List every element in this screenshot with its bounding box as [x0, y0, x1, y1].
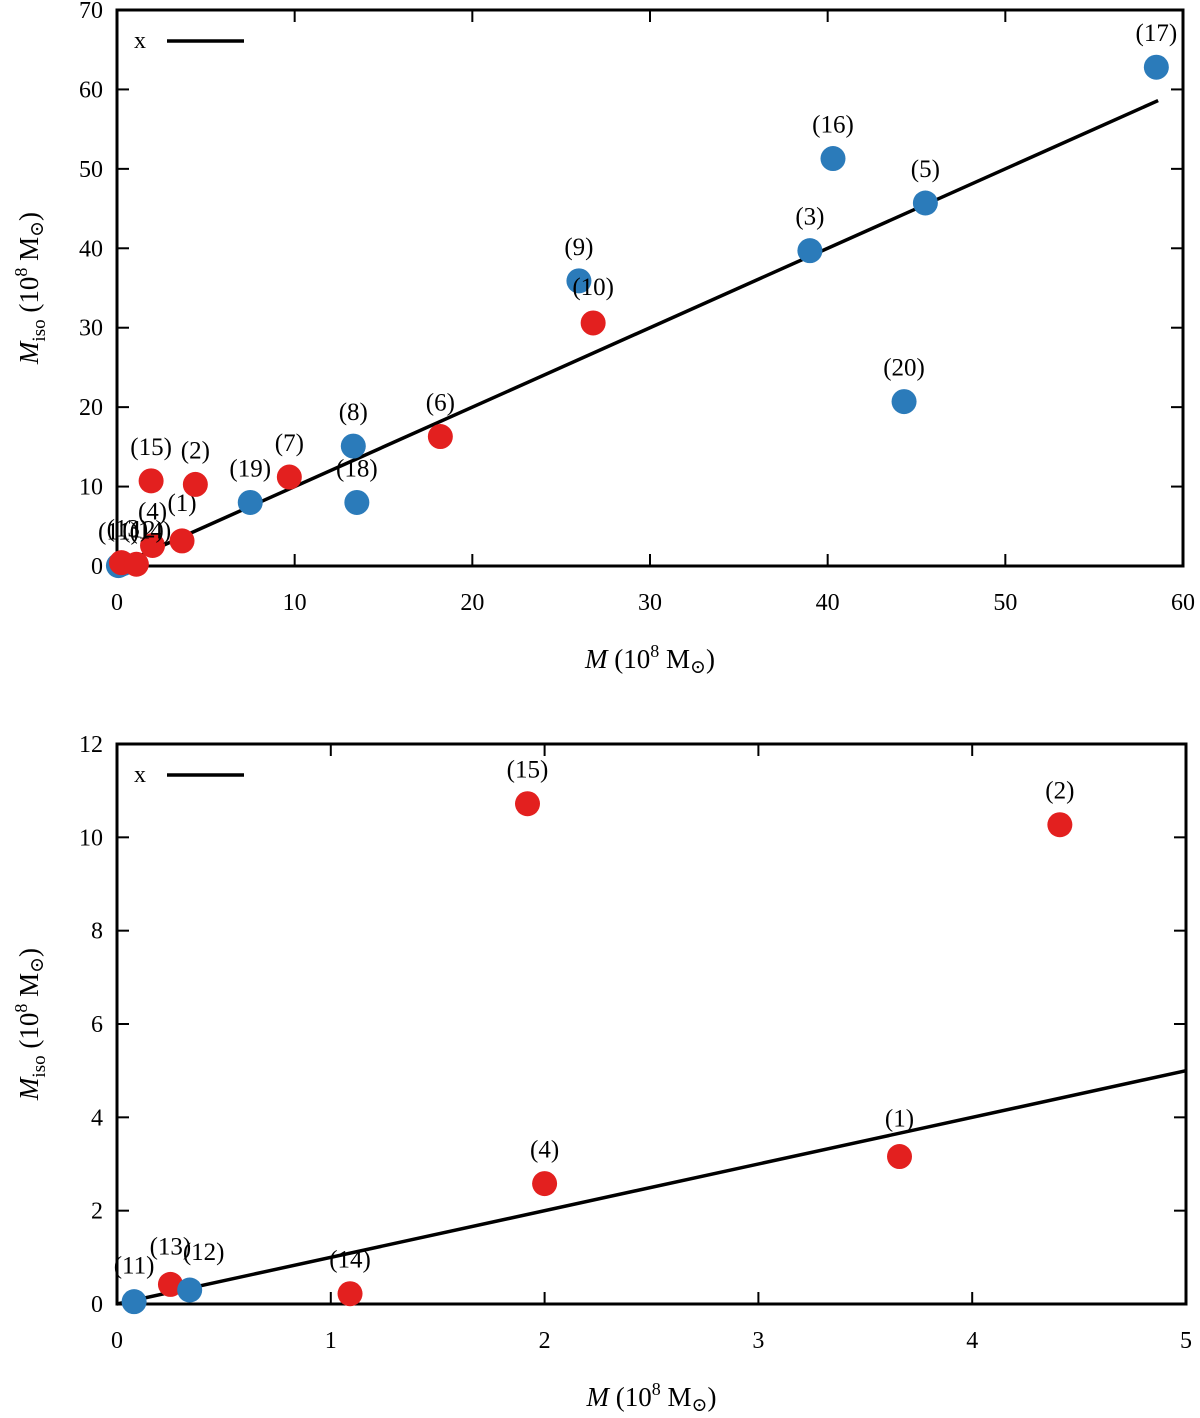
data-point — [912, 190, 938, 216]
x-tick-label: 60 — [1171, 590, 1195, 616]
point-label: (16) — [812, 112, 854, 139]
x-tick-label: 4 — [966, 1328, 978, 1354]
data-point — [344, 489, 370, 515]
point-label: (18) — [336, 455, 378, 482]
y-tick-label: 6 — [91, 1012, 103, 1038]
point-label: (1) — [885, 1106, 914, 1133]
point-label: (10) — [572, 274, 614, 301]
x-tick-label: 10 — [283, 590, 307, 616]
x-tick-label: 0 — [111, 1328, 123, 1354]
data-point — [169, 528, 195, 554]
x-axis-label: M (108 M⊙) — [586, 1379, 717, 1416]
point-label: (3) — [795, 204, 824, 231]
data-point — [820, 146, 846, 172]
point-label: (11) — [98, 519, 139, 546]
point-label: (15) — [507, 757, 549, 784]
x-tick-label: 2 — [539, 1328, 551, 1354]
x-tick-label: 40 — [816, 590, 840, 616]
legend-label: x — [134, 28, 146, 54]
y-axis-label: Miso (108 M⊙) — [11, 948, 50, 1101]
data-point — [797, 238, 823, 264]
x-tick-label: 0 — [111, 590, 123, 616]
data-point — [891, 389, 917, 415]
y-axis-label: Miso (108 M⊙) — [11, 212, 50, 365]
point-label: (20) — [883, 355, 925, 382]
data-point — [580, 310, 606, 336]
data-point — [1047, 812, 1073, 838]
data-point — [157, 1271, 183, 1297]
y-tick-label: 0 — [91, 554, 103, 580]
point-label: (6) — [426, 390, 455, 417]
data-point — [177, 1277, 203, 1303]
data-point — [121, 1289, 147, 1315]
y-tick-label: 60 — [79, 77, 103, 103]
point-label: (4) — [530, 1137, 559, 1164]
point-label: (15) — [130, 434, 172, 461]
point-label: (8) — [339, 399, 368, 426]
x-tick-label: 1 — [325, 1328, 337, 1354]
legend-label: x — [134, 762, 146, 788]
data-point — [427, 424, 453, 450]
data-point — [123, 551, 149, 577]
point-label: (2) — [181, 437, 210, 464]
data-point — [138, 468, 164, 494]
data-point — [566, 268, 592, 294]
y-tick-label: 50 — [79, 157, 103, 183]
point-label: (14) — [329, 1247, 371, 1274]
data-point — [182, 471, 208, 497]
y-tick-label: 12 — [79, 732, 103, 758]
y-tick-label: 20 — [79, 395, 103, 421]
point-label: (7) — [275, 430, 304, 457]
plot-frame — [115, 742, 1188, 1306]
plot-frame — [115, 8, 1185, 568]
data-point — [340, 433, 366, 459]
x-tick-label: 3 — [752, 1328, 764, 1354]
x-axis-label: M (108 M⊙) — [584, 641, 715, 678]
x-tick-label: 50 — [993, 590, 1017, 616]
point-label: (17) — [1136, 20, 1178, 47]
y-tick-label: 10 — [79, 475, 103, 501]
data-point — [140, 533, 166, 559]
y-tick-label: 10 — [79, 825, 103, 851]
data-point — [337, 1281, 363, 1307]
point-label: (9) — [564, 234, 593, 261]
point-label: (2) — [1045, 778, 1074, 805]
data-point — [514, 791, 540, 817]
point-label: (12) — [122, 517, 164, 544]
y-tick-label: 4 — [91, 1105, 103, 1131]
point-label: (12) — [183, 1239, 225, 1266]
y-tick-label: 8 — [91, 919, 103, 945]
y-tick-label: 0 — [91, 1292, 103, 1318]
point-label: (5) — [911, 156, 940, 183]
line-y-equals-x — [116, 1068, 1187, 1306]
y-tick-label: 2 — [91, 1199, 103, 1225]
y-tick-label: 30 — [79, 316, 103, 342]
y-tick-label: 70 — [79, 0, 103, 24]
top-panel: 0 10 20 30 40 50 60010203040506070(1)(2)(3)(4)… — [11, 0, 1195, 678]
point-label: (4) — [138, 499, 167, 526]
bottom-panel: 0 1 2 3 4 5024681012(15)(2)(1)(4)(14)(13)(12)… — [11, 732, 1192, 1416]
data-point — [237, 489, 263, 515]
point-label: (14) — [130, 517, 172, 544]
point-label: (11) — [114, 1253, 155, 1280]
data-point — [1143, 54, 1169, 80]
data-point — [887, 1144, 913, 1170]
x-tick-label: 5 — [1180, 1328, 1192, 1354]
x-tick-label: 30 — [638, 590, 662, 616]
y-tick-label: 40 — [79, 236, 103, 262]
point-label: (13) — [107, 516, 149, 543]
data-point — [532, 1171, 558, 1197]
x-tick-label: 20 — [460, 590, 484, 616]
data-point — [276, 464, 302, 490]
point-label: (13) — [150, 1233, 192, 1260]
point-label: (19) — [229, 455, 271, 482]
line-y-equals-x — [116, 98, 1159, 568]
